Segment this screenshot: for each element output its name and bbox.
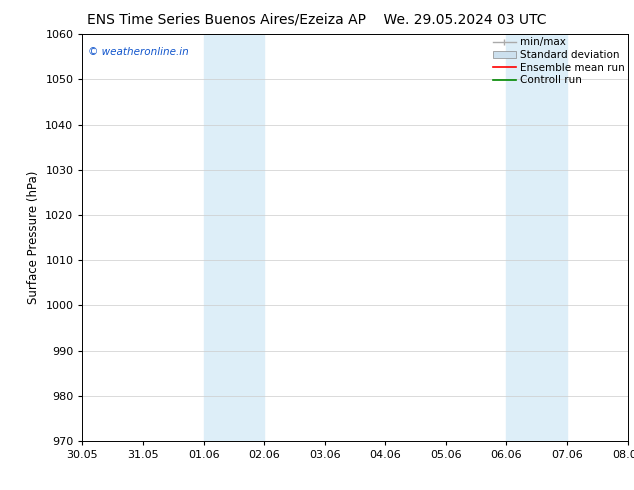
Y-axis label: Surface Pressure (hPa): Surface Pressure (hPa) [27,171,40,304]
Text: © weatheronline.in: © weatheronline.in [88,47,189,56]
Bar [507,34,567,441]
Legend: min/max, Standard deviation, Ensemble mean run, Controll run: min/max, Standard deviation, Ensemble me… [493,37,624,85]
Bar [204,34,264,441]
Text: ENS Time Series Buenos Aires/Ezeiza AP    We. 29.05.2024 03 UTC: ENS Time Series Buenos Aires/Ezeiza AP W… [87,12,547,26]
